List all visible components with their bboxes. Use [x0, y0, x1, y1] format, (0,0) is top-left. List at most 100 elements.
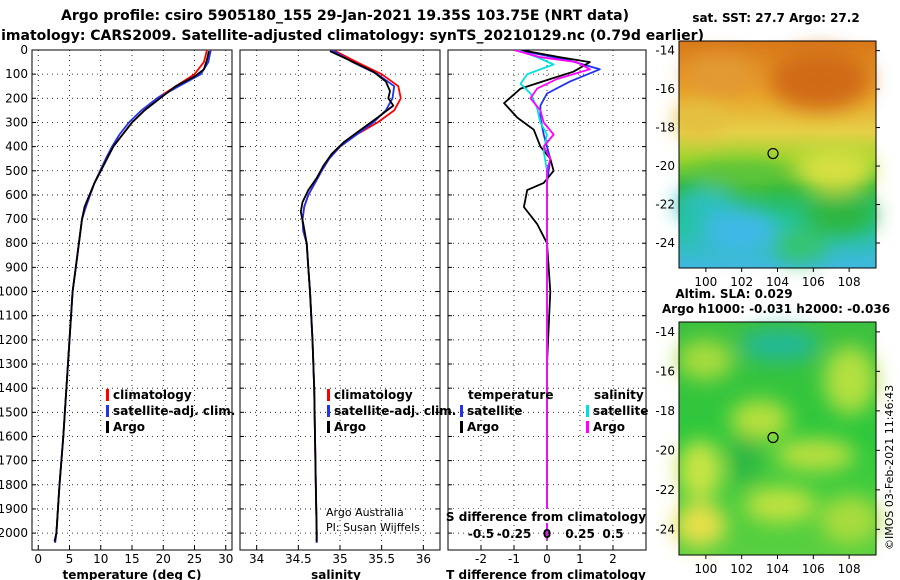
series-argo — [299, 50, 395, 542]
argo-position-marker — [767, 431, 779, 444]
temperature-xlabel: temperature (deg C) — [63, 568, 202, 580]
map-y-tick-label: -22 — [655, 483, 675, 497]
difference-xlabel2: S difference from climatology — [446, 510, 646, 524]
map-y-tick-label: -18 — [655, 121, 675, 135]
y-tick-label: 1000 — [0, 285, 28, 299]
map-x-tick-label: 108 — [838, 562, 861, 576]
map-x-tick-label: 104 — [766, 562, 789, 576]
legend-satellite-label: satellite-adj. clim. — [334, 404, 456, 418]
y-tick-label: 200 — [5, 91, 28, 105]
sla-map-subtitle: Argo h1000: -0.031 h2000: -0.036 — [662, 302, 890, 316]
y-tick-label: 700 — [5, 212, 28, 226]
salinity-xlabel: salinity — [311, 568, 361, 580]
salinity-series — [299, 50, 402, 543]
difference-legend: temperature satellite Argo salinity sate… — [460, 388, 648, 434]
figure-title-line1: Argo profile: csiro 5905180_155 29-Jan-2… — [61, 8, 629, 24]
legend-climatology-swatch — [106, 389, 109, 401]
legend-t-argo-swatch — [460, 421, 463, 433]
legend-satellite-swatch — [106, 405, 109, 417]
x-tick-label: 25 — [187, 552, 202, 566]
x-tick-label: -1 — [508, 552, 520, 566]
temperature-panel: 0 5 10 15 20 25 300100200300400500600700800900… — [0, 43, 235, 580]
salinity-legend: climatology satellite-adj. clim. Argo — [327, 388, 456, 434]
y-tick-label: 400 — [5, 140, 28, 154]
x-tick-label: 15 — [124, 552, 139, 566]
y-tick-label: 1700 — [0, 454, 28, 468]
x-tick-label: 5 — [66, 552, 74, 566]
x2-tick-label: -0.5 — [468, 527, 494, 541]
map-x-tick-label: 104 — [766, 275, 789, 289]
map-x-tick-label: 100 — [694, 562, 717, 576]
credit-line2: PI: Susan Wijffels — [326, 521, 420, 534]
series-climatology — [301, 50, 402, 543]
x-tick-label: 34.5 — [285, 552, 312, 566]
temperature-series — [53, 50, 212, 543]
sla-map-patches — [674, 329, 880, 547]
legend-salinity-title: salinity — [594, 388, 644, 402]
salinity-grid — [240, 49, 440, 550]
map-y-tick-label: -24 — [655, 236, 675, 250]
y-tick-label: 0 — [20, 43, 28, 57]
y-tick-label: 1200 — [0, 333, 28, 347]
sst-map-panel: sat. SST: 27.7 Argo: 27.2 100 102 104 106 10… — [655, 11, 880, 289]
map-x-tick-label: 108 — [838, 275, 861, 289]
sla-map-ticks: 100 102 104 106 108 -14 -16 -18 -20 -22 -24 — [655, 325, 880, 576]
salinity-ticks: 34 34.5 35 35.5 36 — [240, 49, 440, 566]
temperature-ticks: 0 5 10 15 20 25 300100200300400500600700800900… — [0, 43, 233, 566]
legend-argo-label: Argo — [113, 420, 145, 434]
map-x-tick-label: 100 — [694, 275, 717, 289]
legend-s-satellite-swatch — [586, 405, 589, 417]
legend-t-satellite-label: satellite — [467, 404, 522, 418]
legend-s-satellite-label: satellite — [593, 404, 648, 418]
difference-grid — [448, 49, 646, 550]
imos-stamp: ©IMOS 03-Feb-2021 11:46:43 — [883, 385, 896, 550]
legend-satellite-swatch — [327, 405, 330, 417]
x2-tick-label: 0.25 — [565, 527, 595, 541]
temperature-legend: climatology satellite-adj. clim. Argo — [106, 388, 235, 434]
legend-s-argo-label: Argo — [593, 420, 625, 434]
y-tick-label: 1600 — [0, 429, 28, 443]
legend-satellite-label: satellite-adj. clim. — [113, 404, 235, 418]
y-tick-label: 600 — [5, 188, 28, 202]
x-tick-label: 10 — [93, 552, 108, 566]
y-tick-label: 500 — [5, 164, 28, 178]
difference-panel: -2 -1 0 1 2 -0.5 -0.25 0 0.25 0.5 T difference fr… — [446, 49, 648, 580]
y-tick-label: 1400 — [0, 381, 28, 395]
credit-line1: Argo Australia — [326, 506, 404, 519]
x2-tick-label: 0.5 — [602, 527, 623, 541]
x-tick-label: 30 — [218, 552, 233, 566]
map-y-tick-label: -22 — [655, 198, 675, 212]
sst-map-title: sat. SST: 27.7 Argo: 27.2 — [692, 11, 859, 25]
x-tick-label: 36 — [416, 552, 431, 566]
x-tick-label: 0 — [543, 552, 551, 566]
x2-tick-label: 0 — [543, 527, 551, 541]
y-tick-label: 900 — [5, 260, 28, 274]
legend-climatology-label: climatology — [113, 388, 192, 402]
map-y-tick-label: -20 — [655, 443, 675, 457]
map-y-tick-label: -18 — [655, 404, 675, 418]
legend-climatology-swatch — [327, 389, 330, 401]
x-tick-label: 34 — [249, 552, 264, 566]
map-x-tick-label: 106 — [802, 275, 825, 289]
map-x-tick-label: 102 — [730, 275, 753, 289]
y-tick-label: 2000 — [0, 526, 28, 540]
difference-series — [503, 50, 601, 541]
map-y-tick-label: -20 — [655, 159, 675, 173]
s-diff-label-bg — [452, 509, 642, 523]
series-satellite-adj-clim- — [54, 50, 212, 543]
argo-position-marker — [767, 147, 779, 160]
map-y-tick-label: -16 — [655, 82, 675, 96]
difference-ticks: -2 -1 0 1 2 -0.5 -0.25 0 0.25 0.5 — [448, 49, 646, 566]
y-tick-label: 300 — [5, 115, 28, 129]
x-tick-label: 0 — [34, 552, 42, 566]
legend-temperature-title: temperature — [468, 388, 553, 402]
legend-t-satellite-swatch — [460, 405, 463, 417]
map-y-tick-label: -14 — [655, 325, 675, 339]
series-argo — [53, 51, 210, 542]
map-y-tick-label: -14 — [655, 44, 675, 58]
y-tick-label: 800 — [5, 236, 28, 250]
series-t-satellite — [517, 50, 601, 541]
legend-argo-label: Argo — [334, 420, 366, 434]
y-tick-label: 1900 — [0, 502, 28, 516]
